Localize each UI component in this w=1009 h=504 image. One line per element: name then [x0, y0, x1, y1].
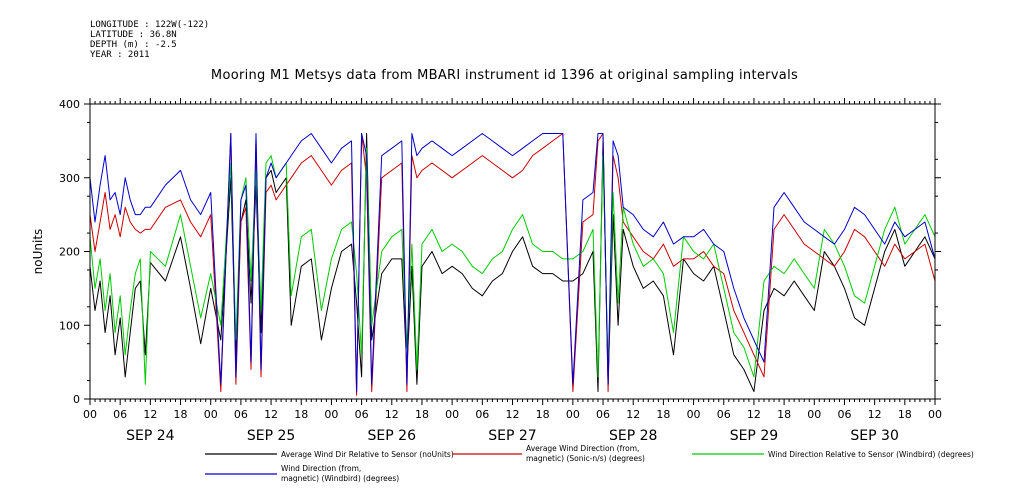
x-tick-label: 12 — [143, 408, 157, 421]
x-tick-label: 18 — [294, 408, 308, 421]
series-line-3 — [89, 147, 936, 385]
y-axis-label: noUnits — [31, 229, 45, 275]
x-tick-label: 18 — [898, 408, 912, 421]
legend-label-3: Wind Direction Relative to Sensor (Windb… — [768, 450, 974, 459]
legend-label-2: magnetic) (Sonic-n/s) (degrees) — [526, 454, 645, 463]
x-tick-label: 00 — [807, 408, 821, 421]
series-line-2 — [89, 133, 936, 396]
x-tick-label: 00 — [928, 408, 942, 421]
x-tick-label: 12 — [264, 408, 278, 421]
meta-depth: DEPTH (m) : -2.5 — [90, 40, 177, 50]
meta-year: YEAR : 2011 — [90, 50, 150, 60]
x-tick-label: 00 — [83, 408, 97, 421]
x-tick-label: 06 — [837, 408, 851, 421]
x-tick-label: 18 — [174, 408, 188, 421]
y-tick-label: 300 — [59, 172, 80, 185]
metadata-block: LONGITUDE : 122W(-122) LATITUDE : 36.8N … — [90, 20, 209, 60]
meta-latitude: LATITUDE : 36.8N — [90, 30, 177, 40]
x-tick-label: 18 — [656, 408, 670, 421]
y-tick-label: 100 — [59, 319, 80, 332]
x-day-label: SEP 29 — [730, 428, 778, 444]
x-day-label: SEP 27 — [488, 428, 536, 444]
x-tick-label: 06 — [113, 408, 127, 421]
x-tick-label: 12 — [626, 408, 640, 421]
y-tick-label: 200 — [59, 246, 80, 259]
x-tick-label: 12 — [747, 408, 761, 421]
x-tick-label: 06 — [355, 408, 369, 421]
x-tick-label: 18 — [777, 408, 791, 421]
x-tick-label: 12 — [868, 408, 882, 421]
x-tick-label: 12 — [506, 408, 520, 421]
x-day-label: SEP 25 — [247, 428, 295, 444]
x-tick-label: 18 — [415, 408, 429, 421]
y-tick-label: 0 — [73, 393, 80, 406]
x-tick-label: 00 — [566, 408, 580, 421]
x-day-label: SEP 26 — [368, 428, 417, 444]
meta-longitude: LONGITUDE : 122W(-122) — [90, 20, 210, 30]
x-day-label: SEP 28 — [609, 428, 657, 444]
x-tick-label: 12 — [385, 408, 399, 421]
legend-label-4: Wind Direction (from, — [281, 464, 361, 473]
legend-label-1: Average Wind Dir Relative to Sensor (noU… — [281, 450, 454, 459]
x-day-label: SEP 24 — [126, 428, 175, 444]
x-tick-label: 18 — [536, 408, 550, 421]
x-tick-label: 00 — [687, 408, 701, 421]
chart-title: Mooring M1 Metsys data from MBARI instru… — [210, 68, 799, 83]
legend-label-2: Average Wind Direction (from, — [526, 444, 639, 453]
x-tick-label: 00 — [445, 408, 459, 421]
y-tick-label: 400 — [59, 98, 80, 111]
x-tick-label: 06 — [596, 408, 610, 421]
series-line-1 — [89, 133, 936, 393]
x-tick-label: 06 — [475, 408, 489, 421]
x-tick-label: 00 — [324, 408, 338, 421]
x-tick-label: 06 — [717, 408, 731, 421]
x-tick-label: 06 — [234, 408, 248, 421]
legend-label-4: magnetic) (Windbird) (degrees) — [281, 474, 399, 483]
series-line-4 — [89, 133, 936, 393]
x-tick-label: 00 — [204, 408, 218, 421]
x-day-label: SEP 30 — [850, 428, 898, 444]
